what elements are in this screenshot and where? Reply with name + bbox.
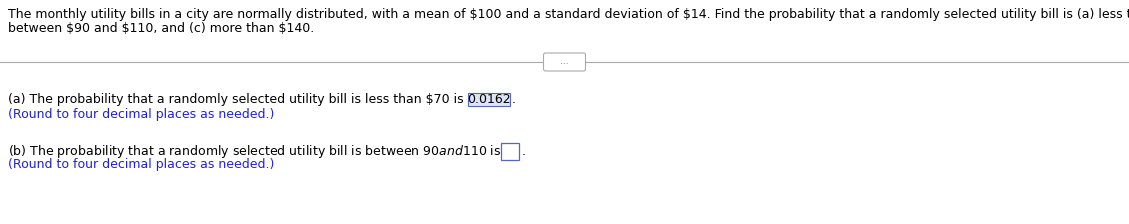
Text: .: .	[511, 93, 516, 106]
Text: (b) The probability that a randomly selected utility bill is between $90 and $11: (b) The probability that a randomly sele…	[8, 143, 501, 160]
FancyBboxPatch shape	[501, 143, 519, 160]
Text: between $90 and $110, and (c) more than $140.: between $90 and $110, and (c) more than …	[8, 22, 314, 35]
Text: (Round to four decimal places as needed.): (Round to four decimal places as needed.…	[8, 158, 274, 171]
FancyBboxPatch shape	[467, 93, 509, 106]
Text: (a) The probability that a randomly selected utility bill is less than $70 is: (a) The probability that a randomly sele…	[8, 93, 467, 106]
Text: (Round to four decimal places as needed.): (Round to four decimal places as needed.…	[8, 108, 274, 121]
Text: The monthly utility bills in a city are normally distributed, with a mean of $10: The monthly utility bills in a city are …	[8, 8, 1129, 21]
Text: ...: ...	[560, 58, 569, 67]
FancyBboxPatch shape	[543, 53, 586, 71]
Text: .: .	[522, 145, 525, 158]
Text: 0.0162: 0.0162	[466, 93, 510, 106]
